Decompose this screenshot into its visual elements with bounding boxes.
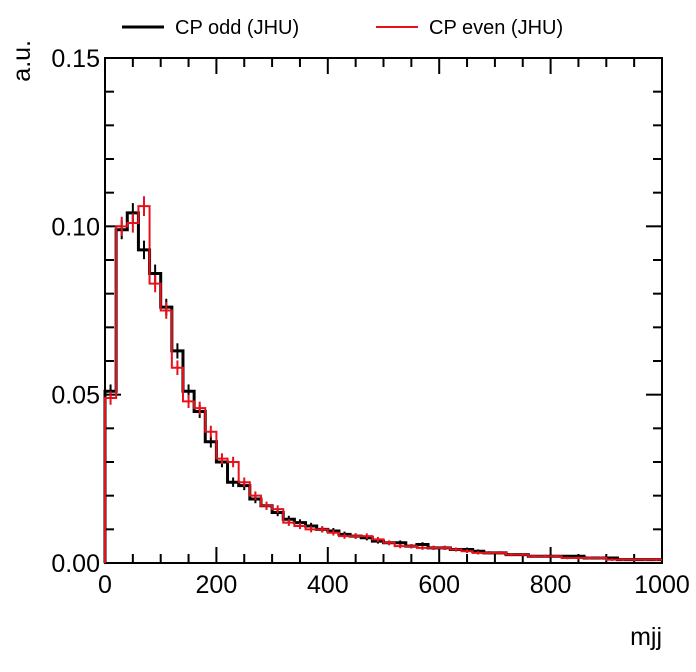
y-tick-label: 0.00 xyxy=(51,550,100,578)
x-tick-label: 200 xyxy=(196,571,238,599)
x-tick-label: 1000 xyxy=(634,571,690,599)
series-layer xyxy=(103,196,662,563)
x-tick-label: 800 xyxy=(530,571,572,599)
y-tick-label: 0.10 xyxy=(51,213,100,241)
legend-entry-0: CP odd (JHU) xyxy=(122,17,299,39)
plot-border xyxy=(104,57,663,564)
tick-labels: 0 200 400 600 800 1000 0.00 0.05 0.10 0.15 xyxy=(51,45,689,599)
x-tick-label: 400 xyxy=(307,571,349,599)
legend-label: CP even (JHU) xyxy=(429,17,563,39)
plot-frame xyxy=(104,57,663,564)
y-tick-label: 0.05 xyxy=(51,382,100,410)
legend-label: CP odd (JHU) xyxy=(175,17,299,39)
y-tick-label: 0.15 xyxy=(51,45,100,73)
x-axis-label: mjj xyxy=(630,623,662,651)
series-0 xyxy=(103,203,662,563)
series-line xyxy=(104,205,662,563)
x-tick-label: 0 xyxy=(98,571,112,599)
legend-entry-1: CP even (JHU) xyxy=(376,17,563,39)
axis-ticks xyxy=(104,57,663,564)
y-axis-label: a.u. xyxy=(8,40,36,82)
series-1 xyxy=(104,196,662,563)
legend: CP odd (JHU) CP even (JHU) xyxy=(122,17,563,39)
x-tick-label: 600 xyxy=(418,571,460,599)
